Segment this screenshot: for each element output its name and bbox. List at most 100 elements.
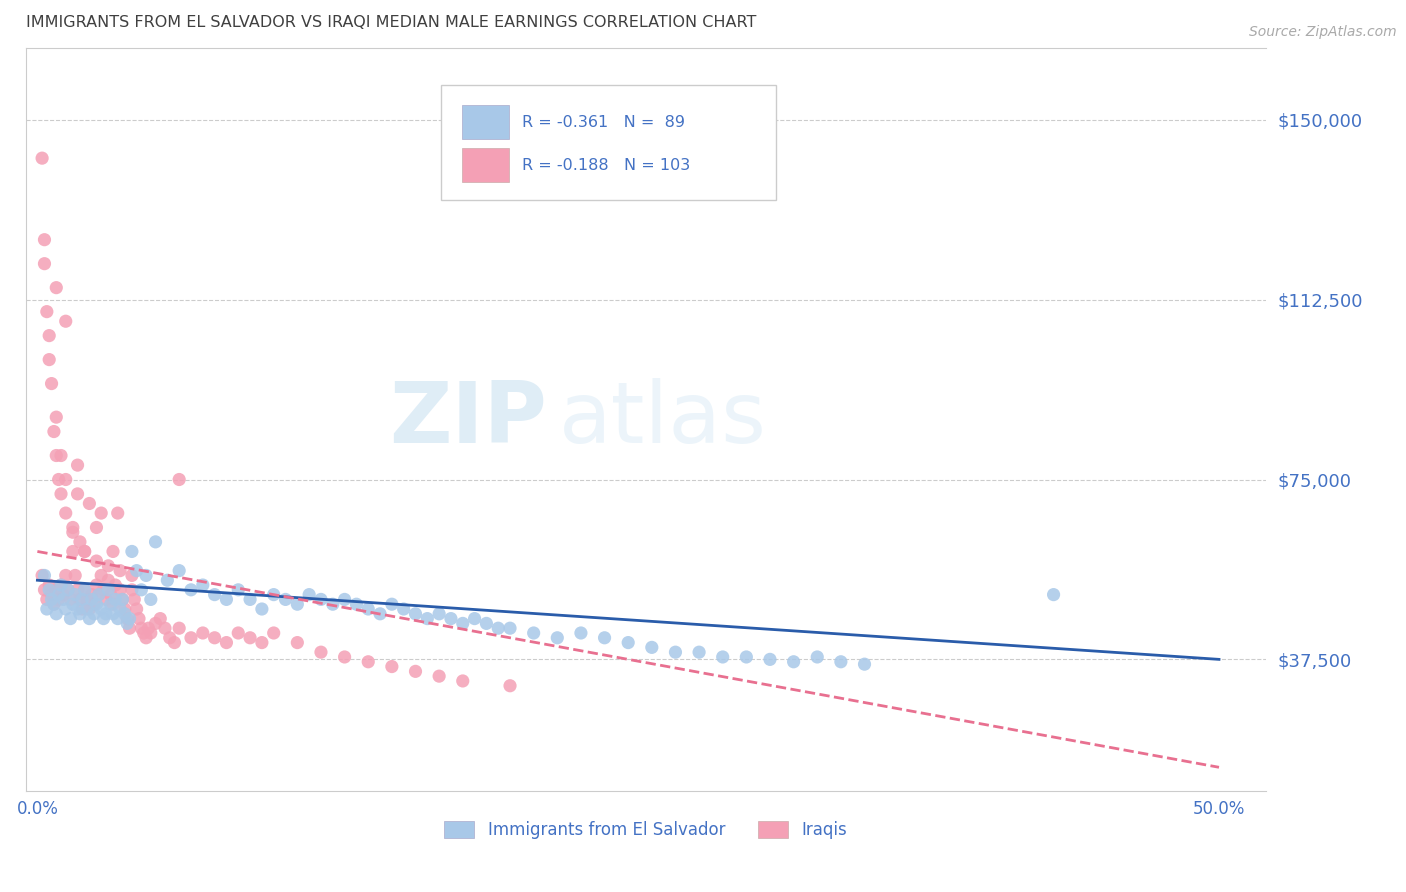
Point	[427, 607, 450, 621]
Point	[49, 487, 72, 501]
Point	[69, 607, 91, 621]
Point	[48, 592, 70, 607]
Bar	[463, 105, 509, 138]
Point	[226, 626, 249, 640]
Point	[73, 544, 96, 558]
Point	[131, 621, 153, 635]
Point	[180, 582, 202, 597]
Point	[62, 544, 84, 558]
Point	[35, 304, 58, 318]
Text: ZIP: ZIP	[389, 378, 547, 461]
Point	[93, 612, 115, 626]
Point	[94, 607, 117, 621]
Point	[86, 597, 108, 611]
Point	[45, 607, 67, 621]
Point	[38, 328, 60, 343]
Point	[138, 621, 160, 635]
Point	[107, 612, 129, 626]
Point	[49, 449, 72, 463]
Point	[135, 568, 157, 582]
Point	[86, 578, 108, 592]
Point	[239, 631, 262, 645]
Point	[90, 602, 112, 616]
Point	[35, 602, 58, 616]
Point	[111, 592, 134, 607]
Point	[80, 588, 103, 602]
Point	[66, 487, 89, 501]
Point	[163, 635, 186, 649]
Point	[121, 582, 143, 597]
Point	[94, 592, 117, 607]
Point	[180, 631, 202, 645]
Point	[31, 568, 53, 582]
Point	[62, 520, 84, 534]
Point	[41, 376, 63, 391]
Point	[139, 626, 162, 640]
Point	[416, 612, 439, 626]
Point	[79, 612, 101, 626]
Point	[93, 582, 115, 597]
Point	[357, 655, 380, 669]
Point	[128, 612, 150, 626]
Point	[711, 650, 734, 665]
Point	[344, 597, 367, 611]
Point	[139, 592, 162, 607]
Point	[34, 582, 56, 597]
Point	[118, 621, 141, 635]
Point	[191, 626, 214, 640]
Point	[101, 607, 124, 621]
Point	[853, 657, 876, 672]
Point	[59, 592, 82, 607]
Point	[56, 582, 79, 597]
Point	[114, 602, 136, 616]
Point	[69, 592, 91, 607]
Bar	[463, 148, 509, 182]
Point	[486, 621, 509, 635]
Point	[52, 588, 75, 602]
Point	[83, 597, 105, 611]
Point	[48, 473, 70, 487]
Point	[49, 578, 72, 592]
Point	[125, 602, 148, 616]
Point	[55, 473, 77, 487]
Point	[66, 602, 89, 616]
Point	[101, 597, 124, 611]
Point	[55, 314, 77, 328]
Point	[108, 564, 131, 578]
Point	[782, 655, 804, 669]
Point	[83, 607, 105, 621]
Point	[191, 578, 214, 592]
Point	[830, 655, 852, 669]
Point	[569, 626, 592, 640]
Point	[115, 612, 138, 626]
Point	[546, 631, 568, 645]
Point	[76, 592, 98, 607]
Text: atlas: atlas	[560, 378, 768, 461]
Point	[108, 582, 131, 597]
Point	[41, 588, 63, 602]
Point	[167, 564, 190, 578]
Point	[45, 582, 67, 597]
Point	[48, 588, 70, 602]
Point	[593, 631, 616, 645]
Point	[167, 621, 190, 635]
Point	[381, 659, 404, 673]
Point	[55, 568, 77, 582]
Point	[38, 352, 60, 367]
Point	[114, 607, 136, 621]
Point	[149, 612, 172, 626]
Point	[118, 612, 141, 626]
Point	[204, 631, 226, 645]
Point	[392, 602, 415, 616]
Point	[111, 592, 134, 607]
Point	[131, 582, 153, 597]
Point	[80, 592, 103, 607]
Point	[62, 597, 84, 611]
Point	[641, 640, 664, 655]
Point	[42, 425, 65, 439]
Point	[101, 544, 124, 558]
Point	[145, 534, 167, 549]
Point	[49, 578, 72, 592]
Point	[499, 621, 522, 635]
Point	[62, 525, 84, 540]
